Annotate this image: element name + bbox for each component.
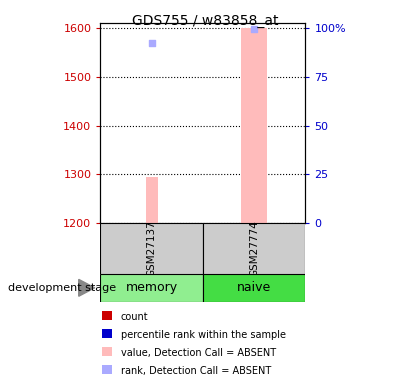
Bar [101, 347, 111, 356]
Text: development stage: development stage [8, 283, 116, 293]
Bar [101, 329, 111, 338]
Text: GSM27137: GSM27137 [146, 220, 156, 277]
Text: count: count [121, 312, 148, 322]
Bar [241, 28, 266, 223]
Text: naive: naive [236, 281, 271, 294]
Bar [101, 365, 111, 374]
Text: GDS755 / w83858_at: GDS755 / w83858_at [131, 14, 278, 28]
Bar [100, 223, 202, 274]
Text: percentile rank within the sample: percentile rank within the sample [121, 330, 285, 340]
Text: rank, Detection Call = ABSENT: rank, Detection Call = ABSENT [121, 366, 270, 375]
Bar [145, 177, 157, 223]
Bar [100, 274, 202, 302]
Text: value, Detection Call = ABSENT: value, Detection Call = ABSENT [121, 348, 275, 358]
Point [250, 26, 257, 32]
Bar [202, 274, 305, 302]
Point [148, 40, 155, 46]
Text: memory: memory [125, 281, 178, 294]
Bar [202, 223, 305, 274]
Polygon shape [79, 279, 94, 296]
Bar [101, 311, 111, 320]
Text: GSM27774: GSM27774 [249, 220, 258, 277]
